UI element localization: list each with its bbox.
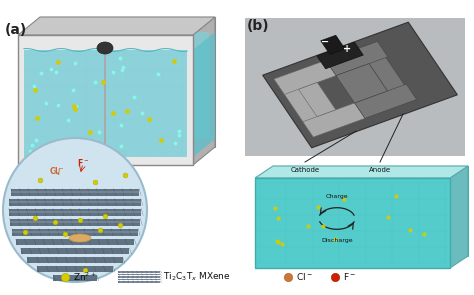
Polygon shape: [20, 248, 129, 254]
Polygon shape: [16, 239, 134, 245]
Polygon shape: [317, 42, 363, 69]
Text: Charge: Charge: [326, 194, 348, 199]
Polygon shape: [9, 199, 141, 206]
Text: F$^-$: F$^-$: [77, 158, 89, 168]
Polygon shape: [274, 73, 326, 130]
Text: (a): (a): [5, 23, 27, 37]
Polygon shape: [359, 42, 410, 99]
Polygon shape: [9, 209, 141, 216]
Polygon shape: [18, 35, 193, 165]
Polygon shape: [450, 166, 468, 268]
Ellipse shape: [97, 42, 113, 54]
Polygon shape: [27, 257, 123, 263]
Polygon shape: [321, 35, 345, 54]
Polygon shape: [299, 82, 336, 117]
Text: +: +: [343, 44, 352, 54]
Polygon shape: [355, 84, 417, 118]
Polygon shape: [193, 17, 215, 165]
Polygon shape: [263, 22, 457, 148]
Polygon shape: [9, 219, 140, 225]
Text: Cl$^-$: Cl$^-$: [296, 271, 313, 283]
Polygon shape: [53, 275, 97, 281]
Polygon shape: [255, 178, 450, 268]
Text: F$^-$: F$^-$: [343, 271, 356, 283]
Polygon shape: [336, 64, 387, 103]
Polygon shape: [18, 17, 215, 35]
Polygon shape: [46, 32, 209, 139]
Text: −: −: [321, 37, 329, 47]
Polygon shape: [255, 166, 468, 178]
Polygon shape: [303, 103, 365, 137]
Text: (b): (b): [247, 19, 270, 33]
Polygon shape: [274, 60, 336, 94]
Polygon shape: [40, 17, 215, 147]
Text: Cathode: Cathode: [291, 167, 319, 173]
Ellipse shape: [69, 234, 91, 242]
Text: Zn$^{2+}$: Zn$^{2+}$: [73, 271, 97, 283]
Text: Cl$^-$: Cl$^-$: [49, 165, 64, 176]
Text: Discharge: Discharge: [321, 238, 353, 243]
Circle shape: [3, 138, 147, 282]
Polygon shape: [11, 189, 139, 196]
Polygon shape: [12, 229, 138, 235]
Polygon shape: [193, 32, 215, 157]
Text: Ti$_2$C$_3$T$_x$ MXene: Ti$_2$C$_3$T$_x$ MXene: [163, 271, 231, 283]
Polygon shape: [37, 266, 113, 272]
Text: Anode: Anode: [369, 167, 391, 173]
Bar: [245, 18, 465, 156]
Polygon shape: [24, 50, 187, 157]
Polygon shape: [326, 41, 388, 76]
Polygon shape: [273, 166, 468, 256]
